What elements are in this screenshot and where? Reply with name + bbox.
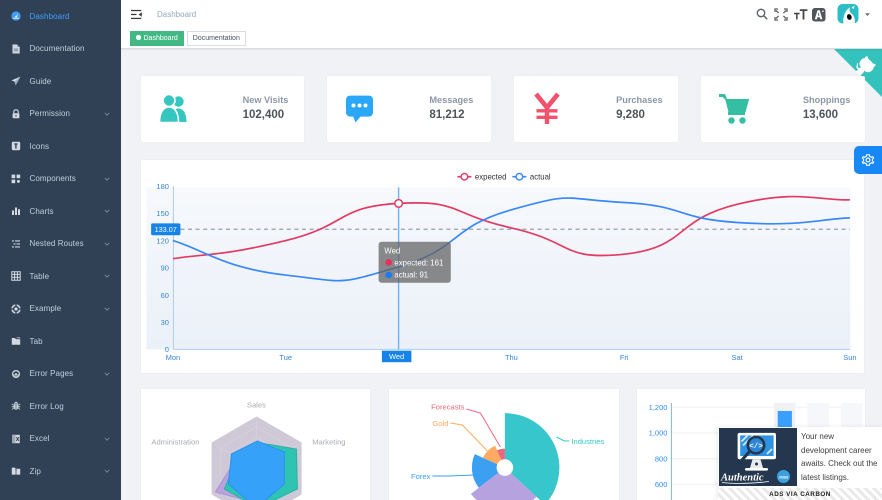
svg-text:Sun: Sun bbox=[843, 353, 856, 362]
svg-text:Wed: Wed bbox=[389, 352, 404, 361]
svg-text:30: 30 bbox=[160, 318, 168, 327]
svg-text:Sat: Sat bbox=[731, 353, 743, 362]
svg-text:Industries: Industries bbox=[571, 437, 604, 446]
svg-text:60: 60 bbox=[160, 291, 168, 300]
svg-text:Wed: Wed bbox=[384, 246, 400, 255]
svg-text:133.07: 133.07 bbox=[154, 225, 176, 234]
svg-text:expected: 161: expected: 161 bbox=[394, 258, 443, 267]
svg-text:actual: actual bbox=[529, 172, 550, 181]
svg-text:1,000: 1,000 bbox=[649, 429, 668, 438]
svg-text:Forex: Forex bbox=[411, 472, 431, 481]
svg-text:120: 120 bbox=[156, 236, 169, 245]
svg-text:expected: expected bbox=[474, 172, 506, 181]
svg-text:Tue: Tue bbox=[279, 353, 292, 362]
svg-text:actual: 91: actual: 91 bbox=[394, 270, 428, 279]
svg-text:0: 0 bbox=[164, 345, 168, 354]
svg-text:1,200: 1,200 bbox=[649, 403, 668, 412]
svg-text:JOBS: JOBS bbox=[779, 475, 789, 479]
svg-text:Authentic: Authentic bbox=[720, 473, 764, 484]
svg-text:Forecasts: Forecasts bbox=[431, 403, 464, 412]
svg-text:800: 800 bbox=[655, 454, 668, 463]
svg-text:Mon: Mon bbox=[165, 353, 180, 362]
svg-text:Fri: Fri bbox=[619, 353, 628, 362]
svg-text:90: 90 bbox=[160, 263, 168, 272]
svg-text:150: 150 bbox=[156, 209, 169, 218]
svg-text:</>: </> bbox=[749, 443, 763, 451]
svg-text:Thu: Thu bbox=[505, 353, 518, 362]
svg-text:600: 600 bbox=[655, 480, 668, 489]
svg-text:Marketing: Marketing bbox=[312, 438, 345, 447]
svg-text:Sales: Sales bbox=[247, 401, 266, 410]
svg-text:Administration: Administration bbox=[151, 438, 199, 447]
svg-text:180: 180 bbox=[156, 182, 169, 191]
svg-text:Gold: Gold bbox=[432, 419, 448, 428]
